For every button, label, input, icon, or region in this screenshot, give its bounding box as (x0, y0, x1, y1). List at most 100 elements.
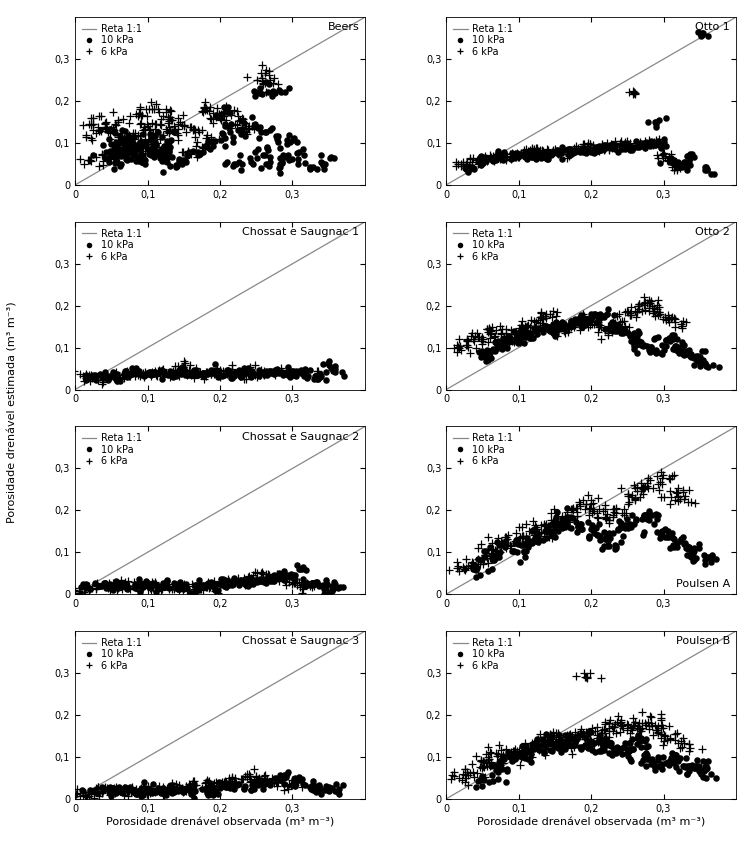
Point (195, 582, 207, 596)
Point (274, 157, 286, 171)
Point (605, 748, 617, 762)
Point (650, 298, 662, 312)
Point (611, 716, 623, 729)
Point (118, 368, 130, 381)
Point (663, 332, 675, 345)
Point (221, 363, 233, 377)
Point (274, 772, 286, 786)
Point (632, 138, 644, 152)
Legend: Reta 1:1, 10 kPa, 6 kPa: Reta 1:1, 10 kPa, 6 kPa (451, 431, 515, 468)
Point (170, 777, 182, 790)
Point (459, 161, 471, 175)
Point (156, 154, 168, 168)
Point (599, 533, 611, 546)
Point (543, 531, 555, 545)
Point (493, 738, 505, 752)
Point (95, 369, 107, 382)
Point (496, 334, 508, 348)
Point (487, 154, 499, 168)
Point (478, 773, 490, 787)
Point (182, 148, 195, 161)
Point (644, 135, 656, 149)
Point (569, 732, 581, 746)
Point (131, 140, 143, 154)
Point (90, 582, 102, 596)
Point (221, 776, 233, 789)
Point (205, 363, 217, 377)
Point (149, 129, 161, 143)
Point (620, 746, 632, 760)
Point (672, 494, 684, 508)
Point (232, 574, 244, 588)
Point (667, 342, 679, 356)
Point (480, 550, 492, 564)
Point (204, 581, 216, 594)
Point (293, 575, 305, 588)
Point (502, 528, 514, 542)
Point (134, 783, 146, 796)
Point (480, 350, 492, 364)
Point (595, 310, 607, 324)
Point (648, 332, 660, 346)
Point (137, 127, 149, 141)
Point (508, 325, 520, 338)
Point (493, 151, 505, 165)
Point (260, 85, 272, 99)
Point (162, 369, 174, 382)
Point (92, 781, 104, 795)
Point (146, 142, 158, 155)
Point (145, 365, 157, 379)
Point (567, 737, 579, 751)
Point (650, 117, 662, 131)
Point (482, 326, 494, 339)
Point (98, 578, 110, 592)
Point (543, 323, 555, 337)
Point (182, 780, 195, 794)
Point (627, 84, 639, 98)
Point (114, 146, 126, 160)
Point (115, 783, 127, 796)
Point (207, 364, 219, 378)
Point (175, 368, 187, 381)
Point (165, 104, 177, 118)
Point (615, 326, 627, 340)
Point (119, 137, 131, 151)
Point (233, 576, 245, 589)
Point (188, 778, 200, 792)
Point (216, 107, 228, 121)
Point (701, 162, 713, 176)
Point (657, 147, 669, 161)
Point (626, 488, 638, 502)
Point (143, 579, 155, 593)
Point (96, 147, 108, 161)
Point (657, 140, 669, 154)
Point (700, 758, 712, 772)
Point (288, 777, 300, 791)
Point (227, 369, 239, 383)
Point (531, 529, 543, 543)
Point (158, 365, 170, 379)
Point (233, 155, 245, 168)
Point (132, 364, 144, 378)
Point (200, 367, 212, 381)
Point (577, 494, 589, 508)
Point (149, 575, 161, 588)
Point (270, 364, 282, 378)
Point (534, 310, 546, 324)
Point (115, 134, 127, 148)
Point (189, 578, 201, 592)
Point (122, 581, 134, 594)
Point (487, 153, 499, 167)
Point (131, 364, 143, 378)
Point (180, 363, 192, 377)
Point (538, 146, 550, 160)
Point (157, 576, 169, 590)
Point (584, 312, 596, 326)
Point (116, 785, 128, 799)
Point (219, 119, 231, 133)
Point (603, 721, 615, 734)
Point (145, 148, 157, 161)
Point (176, 366, 189, 380)
Point (198, 580, 210, 594)
Point (243, 570, 255, 583)
